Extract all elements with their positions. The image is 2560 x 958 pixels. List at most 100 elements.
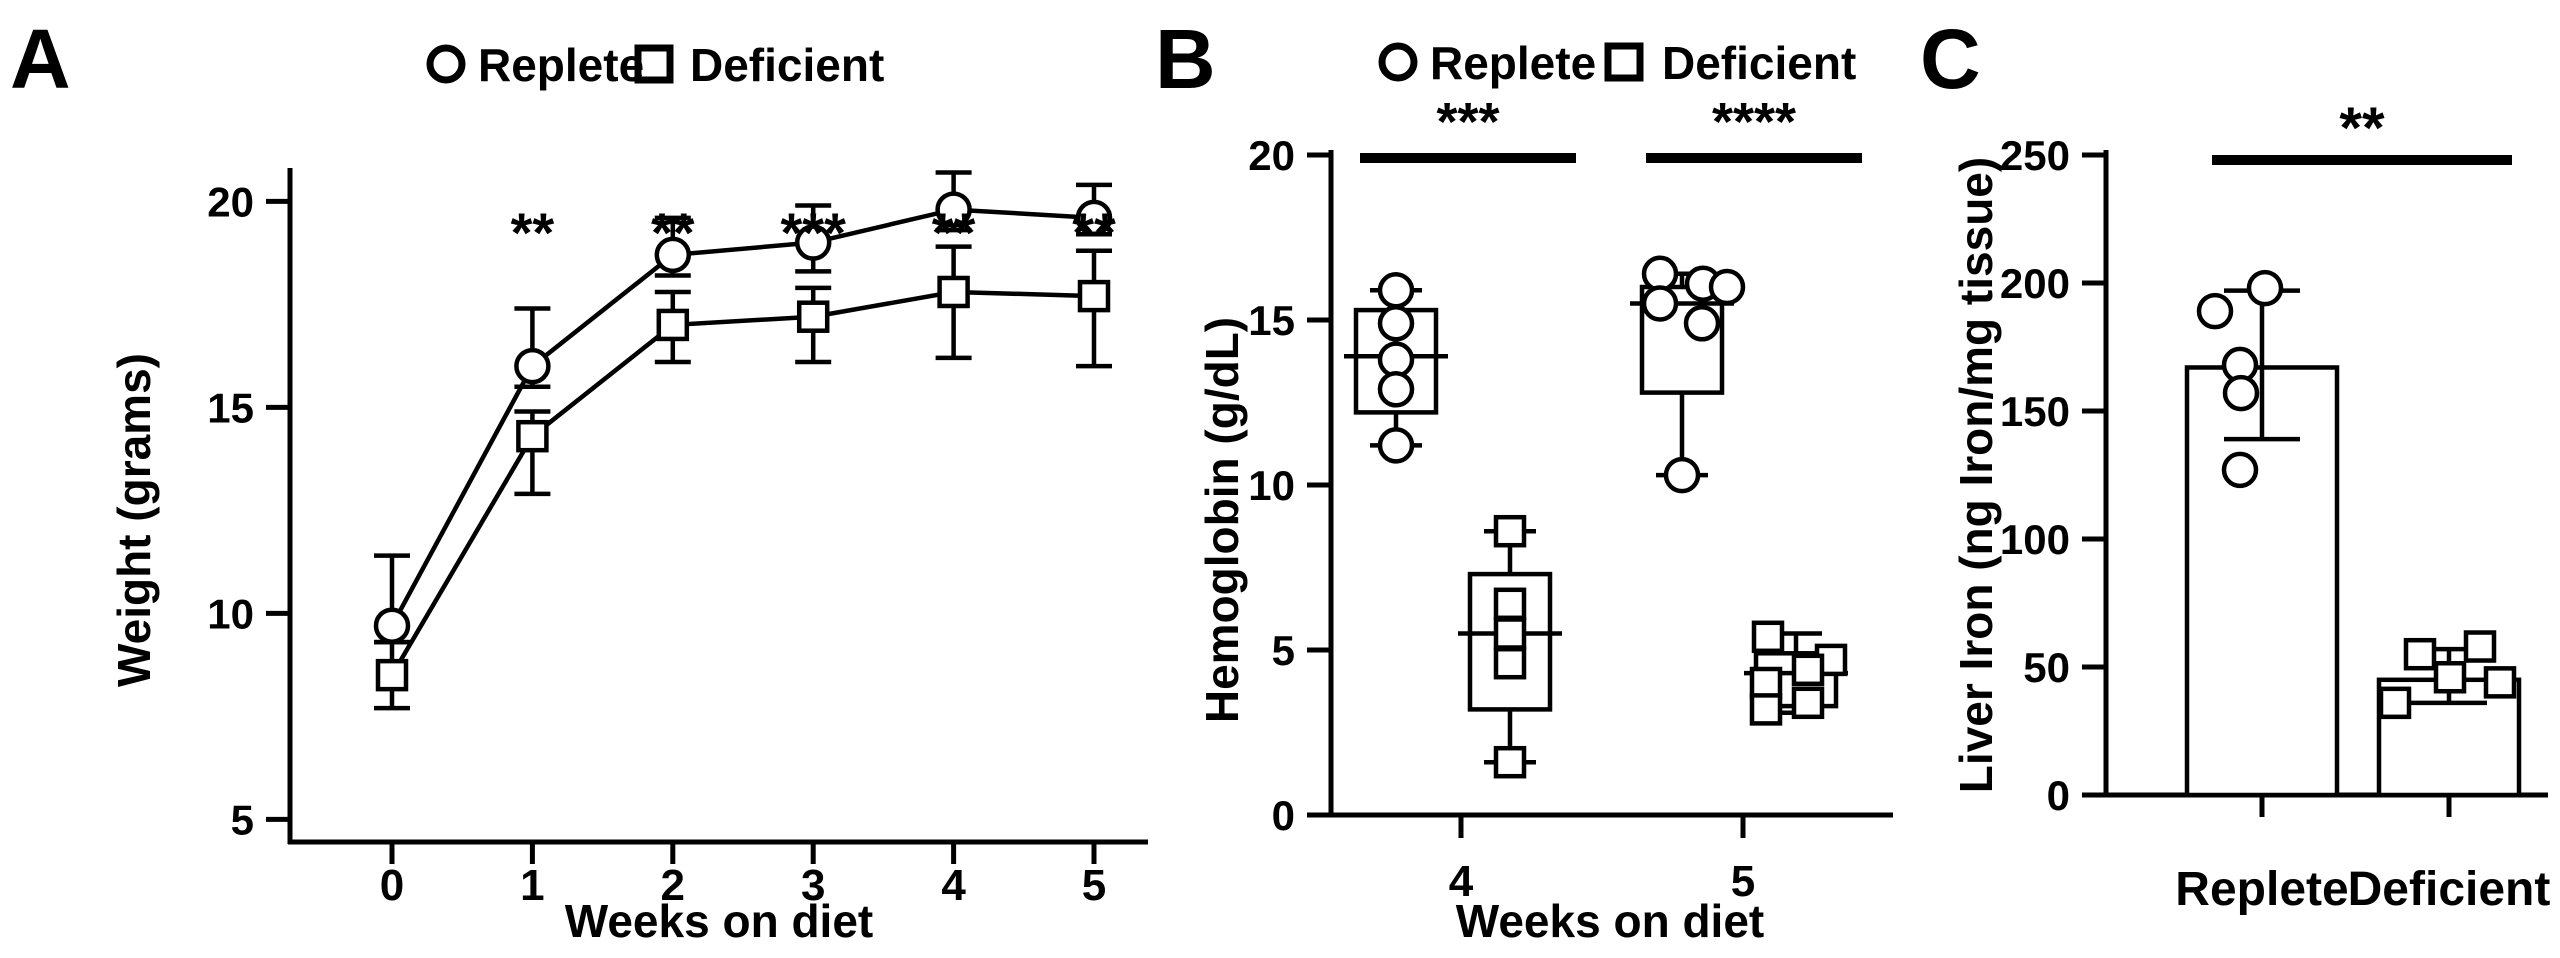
square-data-point bbox=[2433, 660, 2467, 694]
circle-data-marker bbox=[654, 236, 692, 274]
circle-data-marker bbox=[935, 191, 972, 228]
category-label: Deficient bbox=[2348, 863, 2551, 916]
square-data-marker bbox=[516, 419, 549, 453]
square-data-point bbox=[1791, 686, 1825, 720]
significance-label: *** bbox=[1436, 92, 1499, 152]
y-tick-label: 20 bbox=[1248, 132, 1295, 179]
square-data-marker bbox=[937, 275, 970, 309]
panel-B-x-axis-title: Weeks on diet bbox=[1456, 895, 1764, 947]
panel-C-y-axis-title: Liver Iron (ng Iron/mg tissue) bbox=[1950, 157, 2002, 793]
circle-data-point bbox=[1663, 456, 1701, 494]
circle-data-point bbox=[2222, 374, 2260, 412]
circle-data-point bbox=[2196, 292, 2234, 330]
x-tick-label: 5 bbox=[1731, 857, 1755, 906]
y-tick-label: 200 bbox=[2000, 260, 2070, 307]
panel-C: C Liver Iron (ng Iron/mg tissue) 0 50 100 1… bbox=[1920, 12, 2550, 916]
square-data-marker bbox=[375, 658, 409, 692]
significance-label: ** bbox=[2339, 96, 2385, 161]
legend-replete-label: Replete bbox=[478, 39, 644, 91]
panel-A-y-axis-title: Weight (grams) bbox=[108, 353, 160, 687]
circle-data-marker bbox=[373, 607, 411, 644]
panel-A-x-axis-title: Weeks on diet bbox=[565, 895, 873, 947]
square-data-marker bbox=[796, 300, 830, 333]
circle-data-marker bbox=[514, 347, 551, 385]
y-tick-label: 50 bbox=[2023, 644, 2070, 691]
square-data-point bbox=[2463, 630, 2497, 663]
panel-B: B Replete Deficient Hemoglobin (g/dL) We… bbox=[1155, 12, 1893, 947]
circle-data-point bbox=[1377, 305, 1415, 342]
square-data-point bbox=[1493, 587, 1527, 621]
y-tick-label: 0 bbox=[1272, 792, 1295, 839]
y-tick-label: 250 bbox=[2000, 132, 2070, 179]
y-tick-label: 10 bbox=[207, 590, 254, 637]
x-tick-label: 4 bbox=[941, 861, 966, 910]
square-data-point bbox=[1791, 653, 1825, 687]
legend-deficient-label: Deficient bbox=[690, 39, 884, 91]
circle-data-point bbox=[1683, 305, 1721, 342]
y-tick-label: 15 bbox=[207, 384, 254, 431]
legend-deficient-square-icon bbox=[634, 44, 674, 84]
panel-label-C: C bbox=[1920, 12, 1981, 106]
square-data-point bbox=[1493, 745, 1527, 779]
circle-data-point bbox=[2246, 269, 2284, 307]
circle-data-point bbox=[1377, 371, 1415, 408]
y-tick-label: 100 bbox=[2000, 516, 2070, 563]
square-data-point bbox=[1493, 617, 1527, 650]
y-tick-label: 5 bbox=[231, 796, 254, 843]
significance-label: **** bbox=[1712, 92, 1796, 152]
circle-data-point bbox=[2221, 451, 2259, 489]
y-tick-label: 10 bbox=[1248, 462, 1295, 509]
x-tick-label: 5 bbox=[1082, 861, 1106, 910]
significance-label: ** bbox=[1072, 201, 1116, 264]
panel-B-y-axis-title: Hemoglobin (g/dL) bbox=[1196, 317, 1248, 723]
circle-data-point bbox=[1377, 341, 1415, 378]
circle-data-point bbox=[1708, 268, 1746, 306]
y-tick-label: 5 bbox=[1272, 627, 1295, 674]
square-data-point bbox=[2378, 686, 2412, 720]
panel-label-A: A bbox=[10, 12, 71, 106]
circle-data-point bbox=[1377, 272, 1415, 309]
series-line-replete bbox=[390, 207, 1095, 627]
circle-data-point bbox=[1641, 285, 1679, 322]
square-data-point bbox=[1749, 693, 1783, 726]
circle-data-marker bbox=[1075, 199, 1113, 237]
y-tick-label: 20 bbox=[207, 178, 254, 225]
y-tick-label: 0 bbox=[2047, 772, 2070, 819]
circle-data-point bbox=[1377, 427, 1415, 464]
square-data-point bbox=[1493, 646, 1527, 680]
y-tick-label: 150 bbox=[2000, 388, 2070, 435]
legend-deficient-label: Deficient bbox=[1662, 37, 1856, 89]
category-label: Replete bbox=[2175, 863, 2348, 916]
circle-data-point bbox=[1641, 255, 1679, 293]
legend-deficient-square-icon bbox=[1604, 42, 1644, 82]
panel-B-plot-area: 0 5 10 15 20 4 *** 5 **** bbox=[1248, 92, 1893, 906]
significance-label: *** bbox=[781, 201, 847, 264]
square-data-point bbox=[1493, 514, 1527, 548]
x-tick-label: 1 bbox=[520, 861, 544, 910]
square-data-marker bbox=[656, 308, 690, 342]
significance-label: ** bbox=[932, 201, 976, 264]
significance-label: ** bbox=[651, 201, 695, 264]
y-tick-label: 15 bbox=[1248, 297, 1295, 344]
circle-data-marker bbox=[794, 224, 832, 261]
square-data-point bbox=[2483, 666, 2517, 699]
panel-label-B: B bbox=[1155, 12, 1216, 106]
x-tick-label: 0 bbox=[380, 861, 404, 910]
square-data-marker bbox=[1077, 279, 1111, 313]
series-line-deficient bbox=[390, 289, 1095, 677]
x-tick-label: 4 bbox=[1449, 857, 1474, 906]
square-data-point bbox=[2403, 637, 2437, 671]
x-tick-label: 2 bbox=[661, 861, 685, 910]
x-tick-label: 3 bbox=[801, 861, 825, 910]
square-data-point bbox=[1749, 666, 1783, 700]
square-data-point bbox=[1751, 620, 1785, 654]
legend-replete-circle-icon bbox=[426, 44, 466, 84]
significance-label: ** bbox=[511, 201, 555, 264]
panel-A: A Replete Deficient Weight (grams) Weeks… bbox=[10, 12, 1148, 947]
legend-replete-circle-icon bbox=[1378, 42, 1418, 82]
legend-replete-label: Replete bbox=[1430, 37, 1596, 89]
